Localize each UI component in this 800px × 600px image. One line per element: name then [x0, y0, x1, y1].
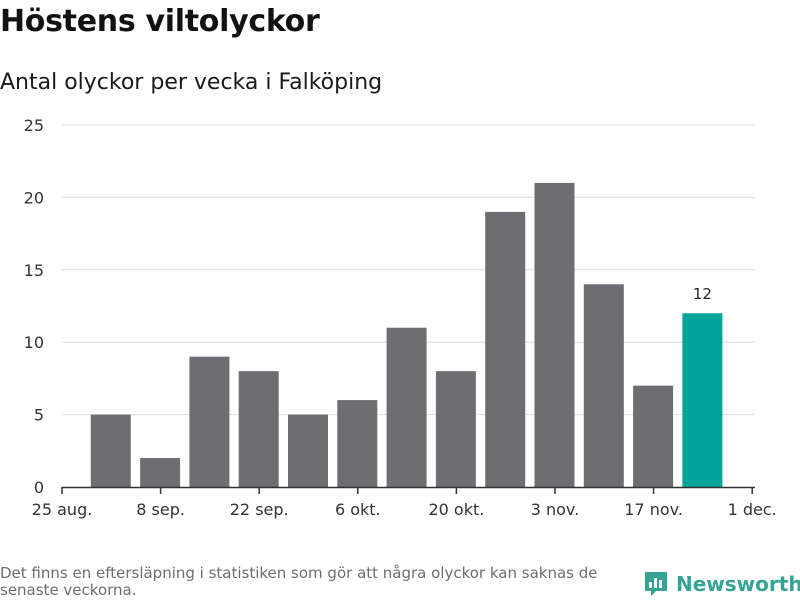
bar-4 — [288, 414, 328, 487]
bar-0 — [90, 414, 131, 487]
y-tick-label-15: 15 — [24, 261, 44, 280]
newsworthy-logo-icon — [645, 572, 667, 596]
brand-name: Newsworthy — [676, 572, 800, 596]
bar-5 — [337, 400, 378, 487]
bar-9 — [534, 182, 575, 488]
x-tick-label-2: 22 sep. — [230, 500, 289, 519]
x-tick-label-4: 20 okt. — [428, 500, 484, 519]
y-tick-label-0: 0 — [34, 478, 44, 497]
data-label-12: 12 — [693, 285, 712, 303]
chart-subtitle: Antal olyckor per vecka i Falköping — [0, 70, 383, 95]
bar-6 — [386, 327, 427, 487]
y-tick-label-25: 25 — [24, 116, 44, 135]
bar-1 — [140, 458, 181, 487]
y-tick-label-20: 20 — [24, 188, 44, 207]
x-tick-label-6: 17 nov. — [624, 500, 683, 519]
x-tick-label-5: 3 nov. — [531, 500, 580, 519]
x-tick-label-1: 8 sep. — [136, 500, 185, 519]
footnote: Det finns en eftersläpning i statistiken… — [0, 564, 598, 599]
y-axis-tick-labels: 0 5 10 15 20 25 — [24, 116, 44, 497]
bar-7 — [435, 371, 476, 487]
x-tick-label-7: 1 dec. — [728, 500, 777, 519]
bar-chart: 0 5 10 15 20 25 12 25 aug. 8 sep. 22 sep. 6 okt.… — [24, 116, 777, 519]
y-tick-label-10: 10 — [24, 333, 44, 352]
data-labels: 12 — [693, 285, 712, 303]
bar-2 — [189, 356, 230, 487]
x-axis: 25 aug. 8 sep. 22 sep. 6 okt. 20 okt. 3 nov. 1… — [32, 486, 777, 519]
x-tick-label-0: 25 aug. — [32, 500, 93, 519]
brand-logo[interactable]: Newsworthy — [644, 569, 800, 599]
x-tick-label-3: 6 okt. — [335, 500, 381, 519]
y-tick-label-5: 5 — [34, 406, 44, 425]
bar-10 — [583, 284, 624, 487]
bar-8 — [485, 211, 526, 487]
chart-title: Höstens viltolyckor — [0, 4, 320, 39]
bar-12 — [682, 313, 723, 487]
bar-3 — [238, 371, 279, 487]
bars — [90, 182, 723, 488]
bar-11 — [633, 385, 674, 487]
